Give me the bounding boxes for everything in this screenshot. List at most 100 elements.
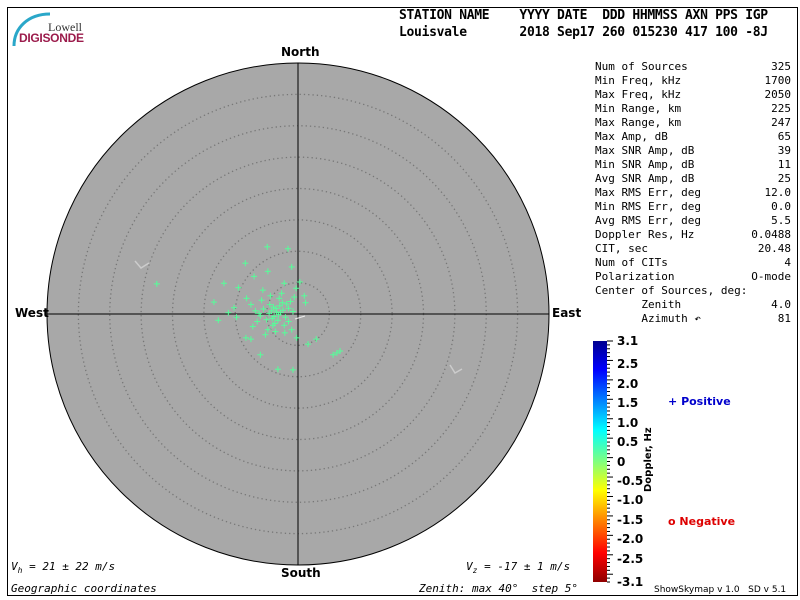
vz-value: = -17 ± 1 m/s — [484, 560, 571, 573]
header-labels: STATION NAME YYYY DATE DDD HHMMSS AXN PP… — [399, 8, 768, 23]
colorbar-tick-label: 1.0 — [617, 415, 639, 430]
colorbar-tick-label: 0.5 — [617, 435, 639, 450]
stat-row: Max Range, km 247 — [595, 116, 791, 130]
source-point — [260, 305, 267, 312]
source-point — [268, 307, 275, 314]
stat-label: Min Freq, kHz — [595, 74, 682, 87]
stat-row: Avg RMS Err, deg 5.5 — [595, 214, 791, 228]
stat-label: Min Range, km — [595, 102, 682, 115]
source-point — [272, 328, 279, 335]
source-point — [254, 318, 261, 325]
source-point — [230, 304, 237, 311]
zenith-scale-label: Zenith: max 40° step 5° — [419, 582, 578, 595]
source-point — [278, 290, 285, 297]
stat-row: Min Range, km 225 — [595, 102, 791, 116]
stat-value: 81 — [777, 312, 791, 325]
stat-value: 4.0 — [771, 298, 791, 311]
colorbar-tick-label: 0 — [617, 454, 626, 469]
label-south: South — [281, 566, 321, 580]
stat-label: Num of Sources — [595, 60, 688, 73]
plus-icon: + — [668, 395, 678, 408]
source-point — [262, 331, 269, 338]
stat-row: Num of CITs 4 — [595, 256, 791, 270]
source-point — [270, 304, 277, 311]
source-point — [305, 341, 312, 348]
plot-frame — [7, 7, 798, 596]
label-north: North — [281, 45, 320, 59]
source-point — [210, 299, 217, 306]
logo-digisonde: DIGISONDE — [19, 31, 84, 45]
source-point — [333, 349, 340, 356]
header-values: Louisvale 2018 Sep17 260 015230 417 100 … — [399, 25, 768, 40]
stat-value: 65 — [777, 130, 791, 143]
colorbar-tick-label: -0.5 — [617, 473, 644, 488]
source-point — [276, 295, 283, 302]
source-point — [266, 301, 273, 308]
source-point — [288, 326, 295, 333]
stat-label: Avg RMS Err, deg — [595, 214, 701, 227]
source-point — [263, 316, 270, 323]
stat-value: 4 — [784, 256, 791, 269]
colorbar-tick-label: -1.0 — [617, 493, 644, 508]
vh-value: = 21 ± 22 m/s — [29, 560, 116, 573]
colorbar-tick-label: 2.0 — [617, 376, 639, 391]
source-point — [313, 336, 320, 343]
source-point — [274, 317, 281, 324]
source-point — [301, 292, 308, 299]
stat-value: 325 — [771, 60, 791, 73]
stat-row: Min RMS Err, deg 0.0 — [595, 200, 791, 214]
source-point — [289, 308, 296, 315]
digisonde-logo-icon — [12, 12, 51, 47]
source-point — [273, 309, 280, 316]
colorbar-tick-label: 1.5 — [617, 396, 639, 411]
stat-row: Zenith 4.0 — [595, 298, 791, 312]
stat-value: 11 — [777, 158, 791, 171]
source-point — [281, 322, 288, 329]
source-point — [302, 299, 309, 306]
stat-value: 20.48 — [757, 242, 791, 255]
stat-label: Doppler Res, Hz — [595, 228, 695, 241]
colorbar-tick-label: 2.5 — [617, 357, 639, 372]
stat-row: Avg SNR Amp, dB 25 — [595, 172, 791, 186]
source-point — [242, 260, 249, 267]
source-point — [293, 285, 300, 292]
stat-label: Num of CITs — [595, 256, 668, 269]
stat-row: CIT, sec 20.48 — [595, 242, 791, 256]
source-point — [269, 315, 276, 322]
stat-label: Min SNR Amp, dB — [595, 158, 695, 171]
source-point — [337, 348, 344, 355]
stat-label: Polarization — [595, 270, 675, 283]
stat-label: Min RMS Err, deg — [595, 200, 701, 213]
stat-value: 0.0 — [771, 200, 791, 213]
stat-label: Max Freq, kHz — [595, 88, 682, 101]
stat-row: Max RMS Err, deg 12.0 — [595, 186, 791, 200]
stat-value: 2050 — [764, 88, 792, 101]
source-point — [279, 307, 286, 314]
source-point — [293, 334, 300, 341]
colorbar-tick-label: -1.5 — [617, 512, 644, 527]
source-point — [264, 268, 271, 275]
colorbar-tick-label: -3.1 — [617, 575, 644, 589]
stat-value: O-mode — [751, 270, 791, 283]
source-point — [288, 263, 295, 270]
colorbar-ticks — [607, 340, 613, 583]
source-point — [233, 314, 240, 321]
faint-mark — [449, 364, 463, 375]
stat-value: 12.0 — [764, 186, 792, 199]
vertical-velocity: Vz = -17 ± 1 m/s — [466, 560, 571, 576]
source-point — [291, 294, 298, 301]
legend-positive-label: Positive — [681, 395, 731, 408]
source-point — [285, 305, 292, 312]
source-point — [296, 278, 303, 285]
source-point — [256, 310, 263, 317]
legend-positive: + Positive — [668, 395, 731, 408]
stat-value: 225 — [771, 102, 791, 115]
source-point — [220, 280, 227, 287]
source-point — [285, 318, 292, 325]
colorbar-tick-label: -2.5 — [617, 551, 644, 566]
stat-label: Max Amp, dB — [595, 130, 668, 143]
stat-row: Max Freq, kHz 2050 — [595, 88, 791, 102]
source-point — [242, 334, 249, 341]
source-point — [267, 292, 274, 299]
